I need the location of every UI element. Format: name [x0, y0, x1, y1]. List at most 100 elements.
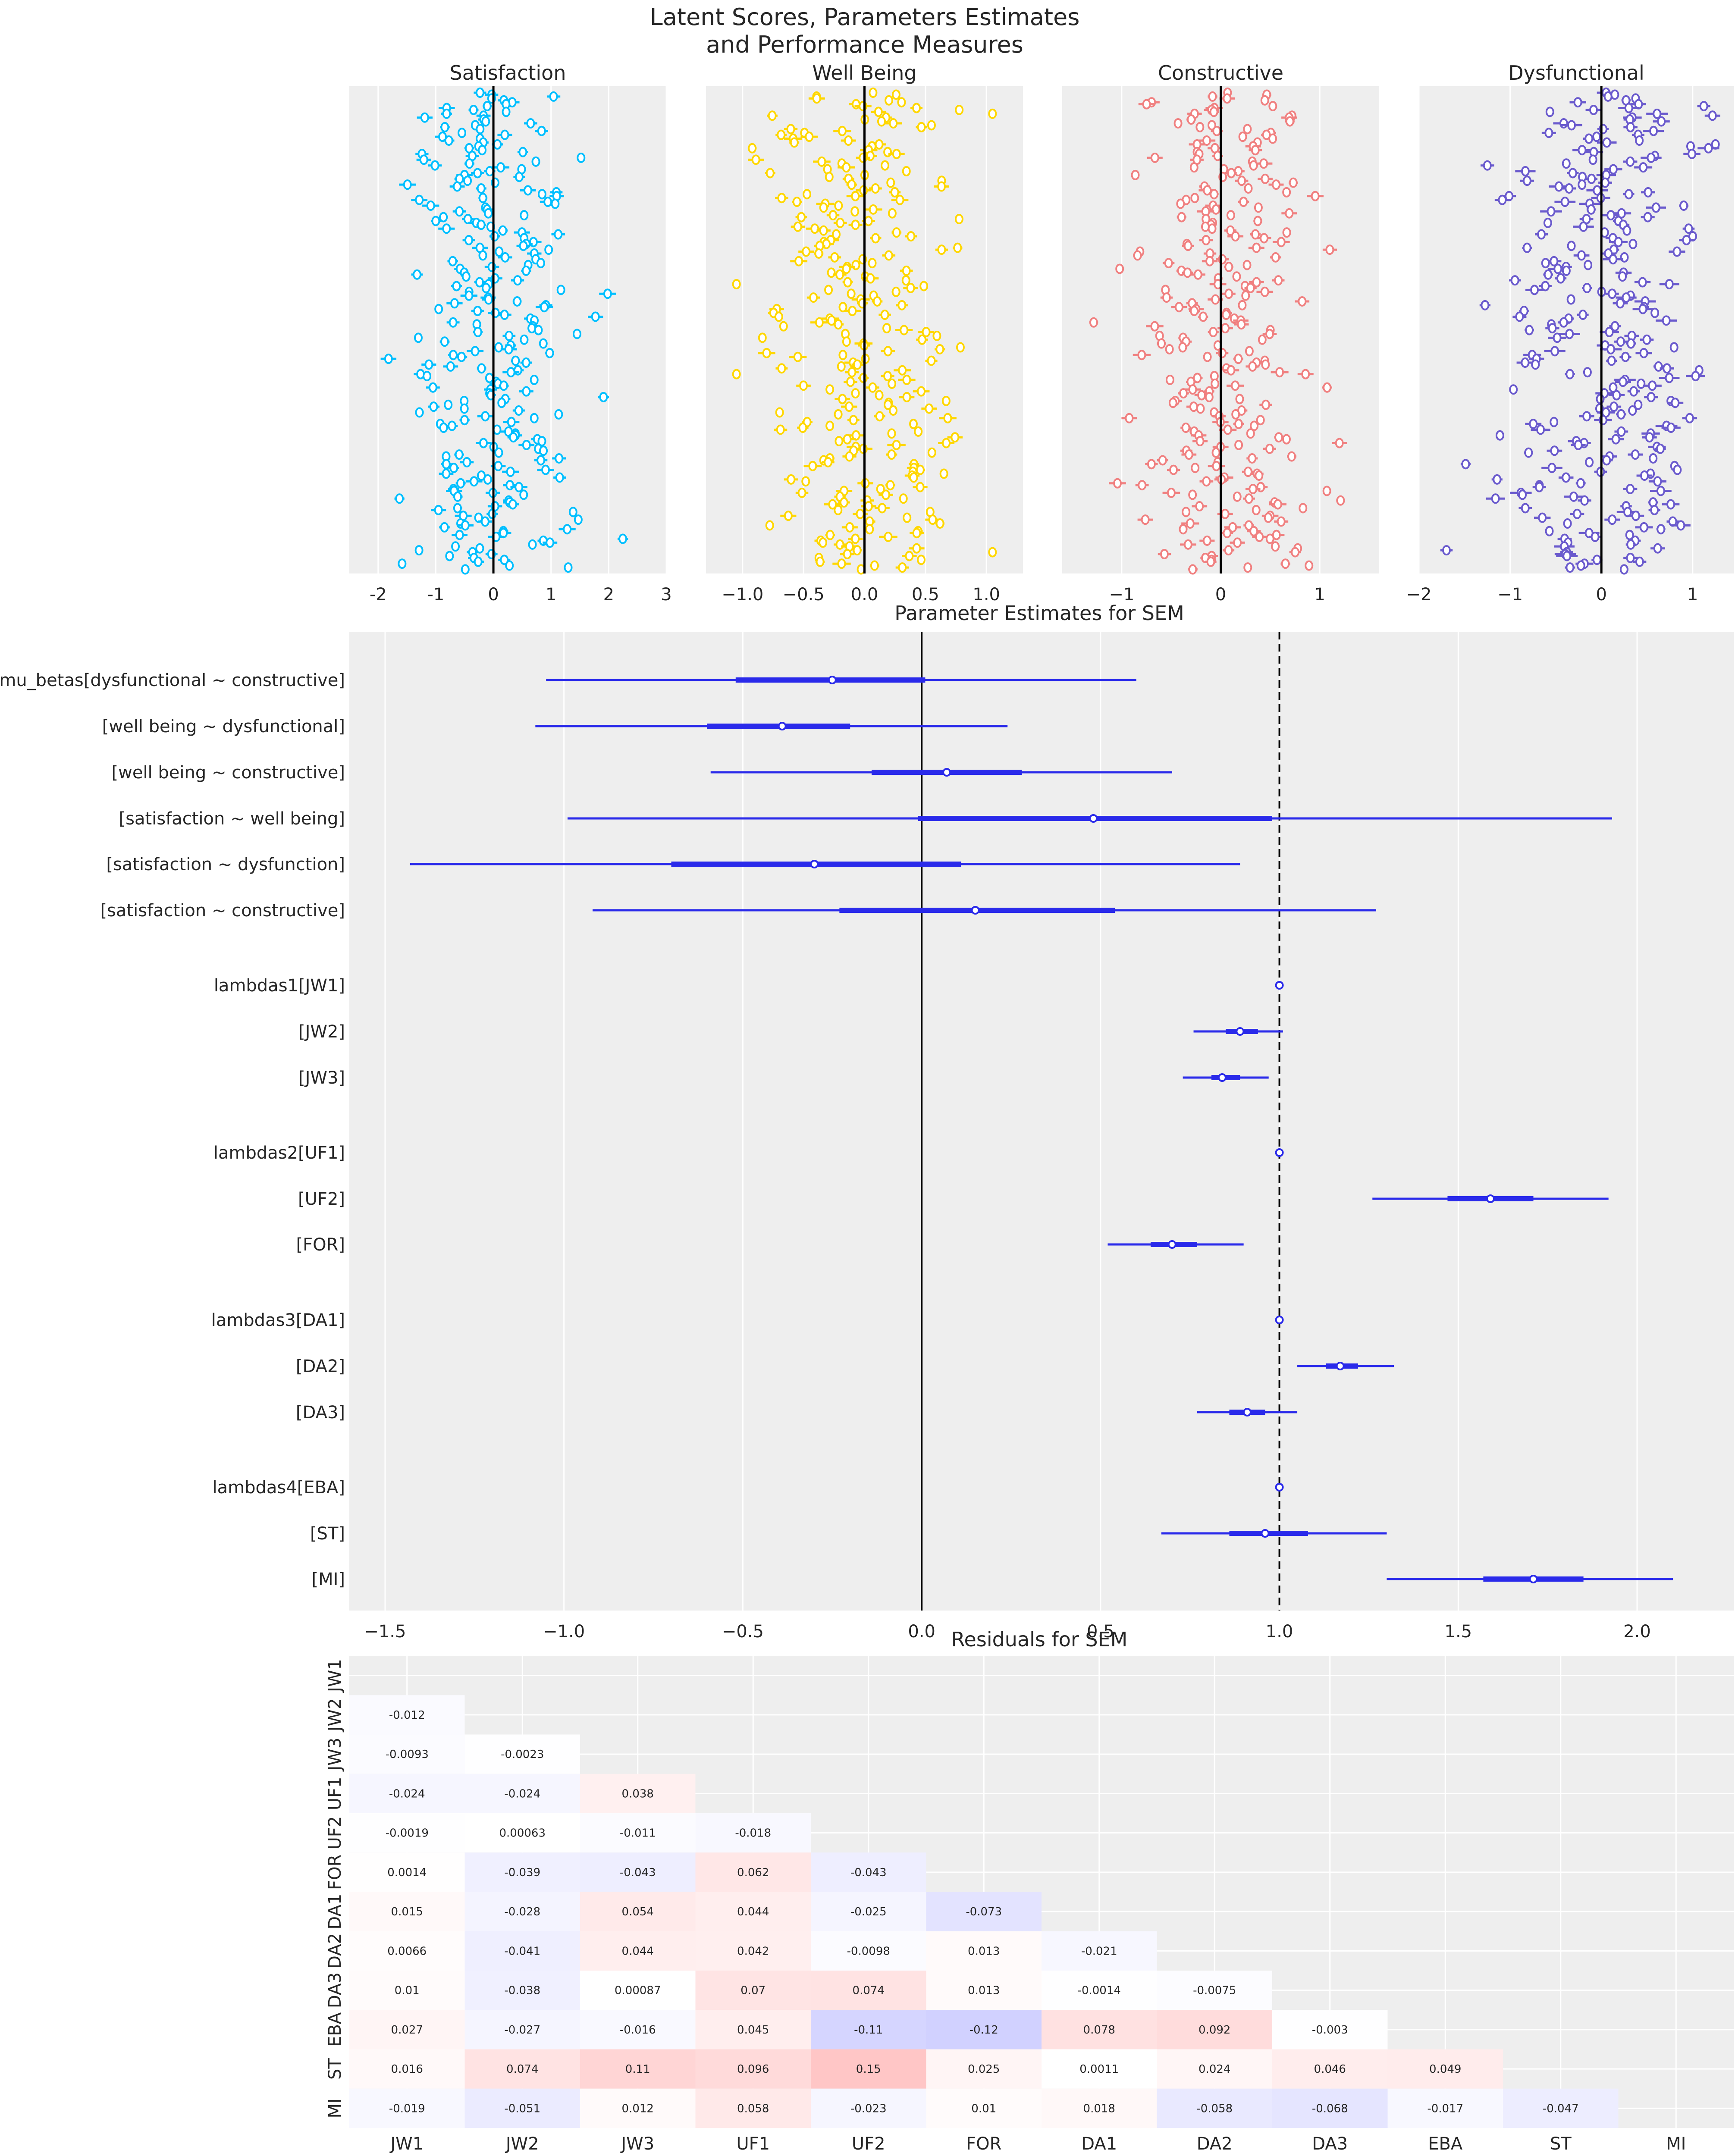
- latent-mean-marker: [827, 267, 836, 278]
- latent-mean-marker: [494, 342, 503, 353]
- cell-value: -0.047: [1543, 2102, 1579, 2115]
- latent-mean-marker: [779, 321, 788, 332]
- latent-point: [411, 269, 423, 280]
- latent-mean-marker: [928, 514, 937, 525]
- latent-mean-marker: [1671, 398, 1680, 408]
- cell-fill: [1042, 2049, 1157, 2089]
- parameter-label: [satisfaction ~ constructive]: [100, 901, 345, 921]
- latent-point: [1226, 168, 1237, 179]
- latent-mean-marker: [1666, 423, 1675, 433]
- latent-point: [851, 359, 863, 370]
- latent-mean-marker: [1491, 493, 1500, 504]
- latent-mean-marker: [1233, 491, 1242, 502]
- latent-point: [808, 93, 825, 104]
- latent-mean-marker: [478, 250, 487, 261]
- latent-point: [1532, 482, 1546, 492]
- latent-mean-marker: [1638, 277, 1647, 288]
- latent-point: [896, 300, 908, 310]
- latent-mean-marker: [843, 434, 852, 445]
- cell-value: -0.0098: [847, 1945, 890, 1958]
- latent-mean-marker: [1628, 238, 1638, 249]
- cell-fill: [1387, 2088, 1503, 2128]
- latent-mean-marker: [870, 560, 879, 571]
- latent-mean-marker: [403, 179, 412, 190]
- latent-point: [1238, 132, 1247, 142]
- latent-mean-marker: [1209, 107, 1218, 117]
- latent-mean-marker: [439, 212, 448, 222]
- latent-mean-marker: [1562, 551, 1572, 561]
- latent-mean-marker: [939, 468, 948, 479]
- latent-point: [430, 505, 446, 515]
- panel-title: Well Being: [812, 61, 916, 85]
- latent-mean-marker: [1195, 122, 1205, 132]
- latent-point: [842, 451, 857, 462]
- latent-point: [1648, 505, 1660, 515]
- latent-mean-marker: [1223, 93, 1232, 104]
- latent-point: [885, 480, 895, 491]
- latent-point: [415, 407, 424, 418]
- latent-point: [774, 311, 783, 322]
- heatmap-cell: 0.013: [926, 1931, 1042, 1971]
- latent-point: [1246, 428, 1255, 439]
- latent-mean-marker: [1268, 133, 1277, 144]
- latent-point: [1245, 484, 1261, 495]
- heatmap-cell: -0.024: [464, 1774, 580, 1813]
- latent-mean-marker: [1221, 323, 1230, 334]
- latent-mean-marker: [1601, 177, 1610, 188]
- latent-mean-marker: [798, 423, 807, 433]
- heatmap-cell: 0.038: [580, 1774, 696, 1813]
- latent-point: [1121, 413, 1137, 423]
- heatmap-cell: -0.0023: [464, 1734, 580, 1774]
- cell-value: 0.00087: [615, 1984, 661, 1997]
- latent-point: [394, 493, 405, 504]
- latent-point: [483, 474, 492, 485]
- latent-mean-marker: [868, 258, 877, 269]
- latent-mean-marker: [1626, 122, 1635, 132]
- latent-point: [423, 371, 432, 382]
- latent-point: [1628, 238, 1638, 249]
- latent-point: [502, 367, 520, 378]
- latent-point: [848, 430, 864, 441]
- latent-mean-marker: [471, 346, 480, 357]
- x-tick-label: JW3: [620, 2134, 654, 2154]
- latent-mean-marker: [541, 464, 550, 475]
- cell-value: -0.068: [1312, 2102, 1348, 2115]
- latent-point: [551, 229, 565, 240]
- latent-point: [1268, 179, 1284, 190]
- latent-mean-marker: [956, 342, 965, 353]
- latent-mean-marker: [1231, 231, 1240, 241]
- latent-point: [1182, 241, 1194, 251]
- latent-mean-marker: [524, 185, 533, 196]
- latent-point: [1635, 522, 1653, 533]
- latent-mean-marker: [1602, 137, 1611, 148]
- latent-mean-marker: [500, 555, 509, 565]
- latent-point: [1519, 503, 1532, 514]
- latent-point: [1222, 545, 1235, 556]
- latent-mean-marker: [1631, 511, 1640, 521]
- latent-point: [536, 258, 545, 269]
- latent-mean-marker: [1657, 116, 1666, 127]
- latent-mean-marker: [1565, 183, 1574, 194]
- latent-point: [869, 560, 879, 571]
- latent-point: [519, 489, 528, 500]
- latent-mean-marker: [1173, 118, 1183, 129]
- heatmap-cell: 0.012: [580, 2088, 696, 2128]
- latent-point: [774, 424, 787, 435]
- latent-point: [502, 330, 516, 341]
- latent-point: [398, 558, 407, 569]
- latent-point: [988, 108, 997, 119]
- latent-point: [887, 428, 896, 439]
- latent-point: [1543, 269, 1553, 280]
- latent-mean-marker: [891, 89, 900, 100]
- y-tick-label: JW1: [325, 1659, 345, 1693]
- latent-point: [1562, 158, 1571, 169]
- latent-point: [1257, 233, 1271, 244]
- latent-point: [438, 223, 455, 234]
- latent-mean-marker: [1243, 562, 1252, 573]
- latent-mean-marker: [906, 282, 915, 293]
- y-tick-label: DA2: [325, 1933, 345, 1969]
- latent-point: [1207, 120, 1216, 131]
- latent-mean-marker: [1169, 464, 1178, 475]
- x-tick-label: -1: [427, 585, 445, 605]
- latent-mean-marker: [494, 447, 503, 458]
